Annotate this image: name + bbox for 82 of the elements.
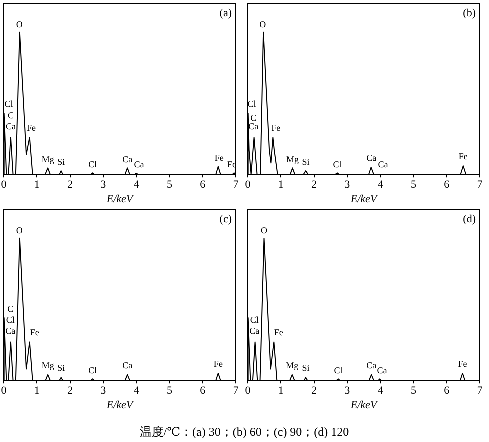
- x-axis-title: E/keV: [106, 399, 134, 412]
- annotation: Ca: [366, 360, 377, 370]
- x-tick-label: 7: [233, 179, 240, 192]
- annotation: O: [260, 19, 267, 30]
- x-tick-label: 6: [444, 385, 450, 398]
- x-tick-label: 1: [34, 179, 40, 192]
- x-tick-label: 4: [378, 179, 384, 192]
- annotation: Cl: [88, 159, 98, 170]
- annotation: Cl: [333, 159, 342, 170]
- annotation: C: [250, 113, 257, 124]
- annotation: Fe: [214, 358, 223, 369]
- annotation: Fe: [458, 152, 468, 162]
- annotation: Ca: [6, 326, 16, 336]
- chart-title: (a): [220, 7, 232, 20]
- annotation: Cl: [6, 315, 16, 326]
- annotation: Mg: [42, 154, 55, 164]
- x-axis-title: E/keV: [106, 193, 134, 206]
- annotation: Fe: [272, 123, 281, 134]
- annotation: Si: [58, 363, 66, 374]
- annotation: O: [16, 225, 24, 236]
- x-tick-label: 7: [477, 385, 484, 398]
- x-tick-label: 0: [245, 385, 252, 398]
- annotation: Si: [302, 157, 310, 168]
- x-tick-label: 2: [312, 385, 318, 398]
- x-tick-label: 0: [1, 385, 8, 398]
- x-tick-label: 6: [200, 179, 206, 192]
- x-tick-label: 1: [278, 385, 284, 398]
- annotation: Fe: [30, 328, 40, 338]
- x-tick-label: 1: [278, 179, 284, 192]
- x-tick-label: 5: [166, 179, 173, 192]
- x-tick-label: 2: [68, 385, 74, 398]
- annotation: Ca: [248, 122, 259, 132]
- x-tick-label: 2: [312, 179, 318, 192]
- annotation: C: [8, 304, 14, 314]
- x-tick-label: 3: [344, 179, 351, 192]
- chart-title: (d): [463, 213, 476, 226]
- annotation: Ca: [366, 152, 377, 163]
- chart-title: (c): [220, 213, 232, 226]
- annotation: Cl: [250, 315, 260, 326]
- x-tick-label: 5: [166, 385, 173, 398]
- annotation: C: [8, 110, 14, 121]
- x-tick-label: 4: [378, 385, 384, 398]
- x-tick-label: 4: [134, 179, 140, 192]
- x-tick-label: 0: [245, 179, 252, 192]
- annotation: Cl: [4, 98, 14, 109]
- x-tick-label: 4: [134, 385, 140, 398]
- annotation: Ca: [6, 122, 16, 132]
- annotation: Fe: [214, 152, 224, 163]
- x-tick-label: 3: [344, 385, 351, 398]
- x-axis-title: E/keV: [350, 399, 378, 412]
- annotation: Ca: [122, 360, 133, 370]
- annotation: Si: [58, 157, 66, 168]
- x-tick-label: 7: [233, 385, 240, 398]
- annotation: O: [16, 19, 24, 30]
- x-tick-label: 3: [100, 179, 107, 192]
- annotation: Mg: [286, 154, 300, 164]
- annotation: Fe: [27, 123, 36, 134]
- annotation: Ca: [250, 326, 260, 336]
- annotation: Ca: [122, 154, 133, 164]
- x-tick-label: 0: [1, 179, 8, 192]
- x-tick-label: 1: [34, 385, 40, 398]
- x-tick-label: 6: [444, 179, 450, 192]
- x-tick-label: 7: [477, 179, 484, 192]
- text: 温度/℃：(a) 30；(b) 60；(c) 90；(d) 120: [138, 424, 350, 441]
- annotation: Mg: [286, 360, 300, 370]
- annotation: Fe: [458, 358, 468, 369]
- annotation: Ca: [377, 365, 388, 376]
- annotation: Cl: [334, 365, 344, 376]
- annotation: Si: [302, 363, 310, 374]
- chart-title: (b): [463, 7, 476, 20]
- x-tick-label: 5: [410, 179, 417, 192]
- annotation: O: [260, 225, 268, 236]
- x-tick-label: 5: [410, 385, 417, 398]
- annotation: Ca: [134, 159, 144, 170]
- x-tick-label: 3: [100, 385, 107, 398]
- annotation: Ca: [378, 159, 388, 170]
- x-tick-label: 2: [68, 179, 74, 192]
- x-tick-label: 6: [200, 385, 206, 398]
- annotation: Fe: [274, 328, 284, 338]
- annotation: Cl: [88, 365, 98, 376]
- annotation: Mg: [42, 360, 55, 370]
- x-axis-title: E/keV: [350, 193, 378, 206]
